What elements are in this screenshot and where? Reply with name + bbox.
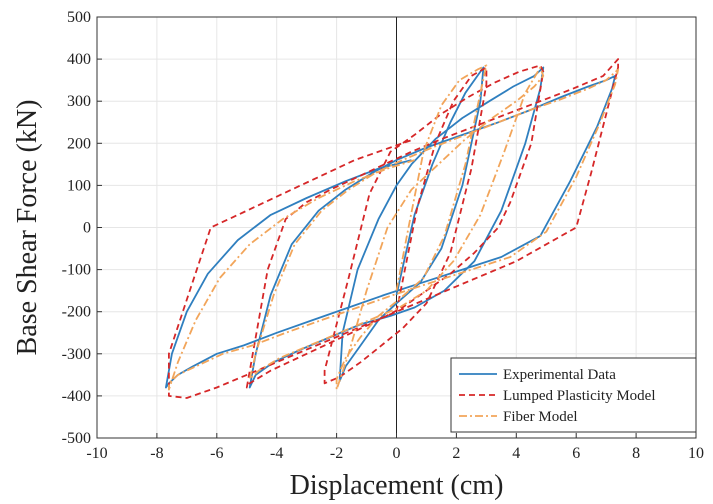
x-tick-label: 4 bbox=[512, 445, 520, 462]
y-tick-label: -100 bbox=[62, 262, 91, 279]
series-line-2 bbox=[167, 58, 619, 399]
y-tick-label: 0 bbox=[83, 220, 91, 237]
x-tick-label: 10 bbox=[688, 445, 704, 462]
series-group bbox=[164, 58, 619, 399]
x-axis-title: Displacement (cm) bbox=[290, 470, 504, 501]
series-line-1 bbox=[164, 66, 616, 389]
y-tick-label: 200 bbox=[67, 135, 91, 152]
y-tick-label: 400 bbox=[67, 51, 91, 68]
x-tick-label: 8 bbox=[632, 445, 640, 462]
y-tick-label: 500 bbox=[67, 9, 91, 26]
x-tick-label: -4 bbox=[270, 445, 283, 462]
legend: Experimental Data Lumped Plasticity Model… bbox=[450, 357, 697, 433]
x-tick-label: 0 bbox=[393, 445, 401, 462]
x-tick-label: 6 bbox=[572, 445, 580, 462]
y-tick-label: -300 bbox=[62, 346, 91, 363]
tick-labels: -10 -8 -6 -4 -2 0 2 4 6 8 10 -500 -400 -300 -200 -100 0 1… bbox=[62, 9, 704, 462]
legend-label: Experimental Data bbox=[503, 367, 616, 383]
x-tick-label: -10 bbox=[86, 445, 107, 462]
x-tick-label: 2 bbox=[452, 445, 460, 462]
legend-label: Lumped Plasticity Model bbox=[503, 388, 655, 404]
x-tick-label: -2 bbox=[330, 445, 343, 462]
x-tick-label: -8 bbox=[150, 445, 163, 462]
x-tick-label: -6 bbox=[210, 445, 223, 462]
series-line-3 bbox=[167, 64, 619, 391]
y-tick-label: -400 bbox=[62, 388, 91, 405]
y-tick-label: 100 bbox=[67, 177, 91, 194]
legend-label: Fiber Model bbox=[503, 409, 578, 425]
y-axis-title: Base Shear Force (kN) bbox=[12, 100, 43, 356]
y-tick-label: 300 bbox=[67, 93, 91, 110]
y-tick-label: -200 bbox=[62, 304, 91, 321]
y-tick-label: -500 bbox=[62, 430, 91, 447]
